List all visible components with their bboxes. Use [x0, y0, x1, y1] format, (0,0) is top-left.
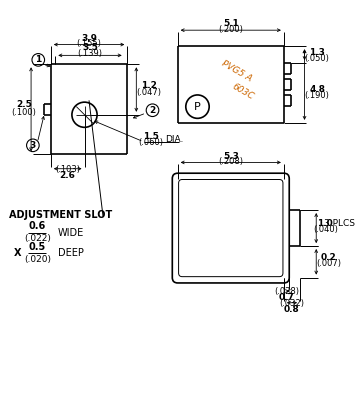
Text: WIDE: WIDE	[58, 228, 84, 238]
Text: 1.2: 1.2	[141, 80, 157, 90]
Text: DEEP: DEEP	[58, 248, 84, 258]
Text: (.139): (.139)	[78, 49, 103, 58]
Text: 5.1: 5.1	[223, 19, 239, 28]
Text: (.007): (.007)	[316, 259, 341, 268]
Text: ADJUSTMENT SLOT: ADJUSTMENT SLOT	[9, 210, 112, 220]
Text: 3: 3	[30, 141, 36, 150]
Text: (.060): (.060)	[138, 138, 163, 147]
Text: (.032): (.032)	[279, 299, 304, 308]
Text: 3.9: 3.9	[81, 34, 97, 43]
Text: 0.7: 0.7	[279, 293, 294, 302]
Text: (.208): (.208)	[218, 157, 243, 166]
Text: 2.5: 2.5	[16, 100, 32, 109]
Text: 1.5: 1.5	[143, 132, 159, 141]
Text: 2: 2	[150, 106, 156, 115]
Text: 1.0: 1.0	[317, 219, 333, 228]
Text: DIA.: DIA.	[165, 134, 183, 144]
Text: (.047): (.047)	[136, 88, 161, 97]
Text: 2.6: 2.6	[60, 170, 75, 180]
Text: 1: 1	[35, 55, 41, 64]
Text: (.020): (.020)	[24, 255, 51, 264]
Text: 603C: 603C	[230, 82, 255, 101]
Text: (.028): (.028)	[274, 288, 299, 296]
Text: 0.5: 0.5	[29, 242, 46, 252]
Text: 3 PLCS.: 3 PLCS.	[324, 219, 356, 228]
Text: (.190): (.190)	[305, 91, 330, 100]
Text: 0.2: 0.2	[321, 253, 337, 262]
Text: 4.8: 4.8	[309, 85, 325, 94]
Text: 1.3: 1.3	[309, 48, 325, 57]
Text: 0.6: 0.6	[29, 221, 46, 231]
Text: 0.8: 0.8	[284, 304, 300, 314]
Text: 3.5: 3.5	[82, 43, 98, 52]
Text: (.050): (.050)	[305, 54, 330, 64]
Text: (.200): (.200)	[218, 25, 243, 34]
Text: 5.3: 5.3	[223, 152, 239, 161]
Text: (.103): (.103)	[55, 165, 80, 174]
Text: (.100): (.100)	[11, 108, 36, 118]
Text: (.155): (.155)	[77, 39, 101, 48]
Text: (.040): (.040)	[313, 225, 337, 234]
Text: X: X	[14, 248, 21, 258]
Text: (.022): (.022)	[24, 234, 51, 243]
Text: P: P	[194, 102, 201, 112]
Text: PVG5 A: PVG5 A	[220, 59, 253, 84]
